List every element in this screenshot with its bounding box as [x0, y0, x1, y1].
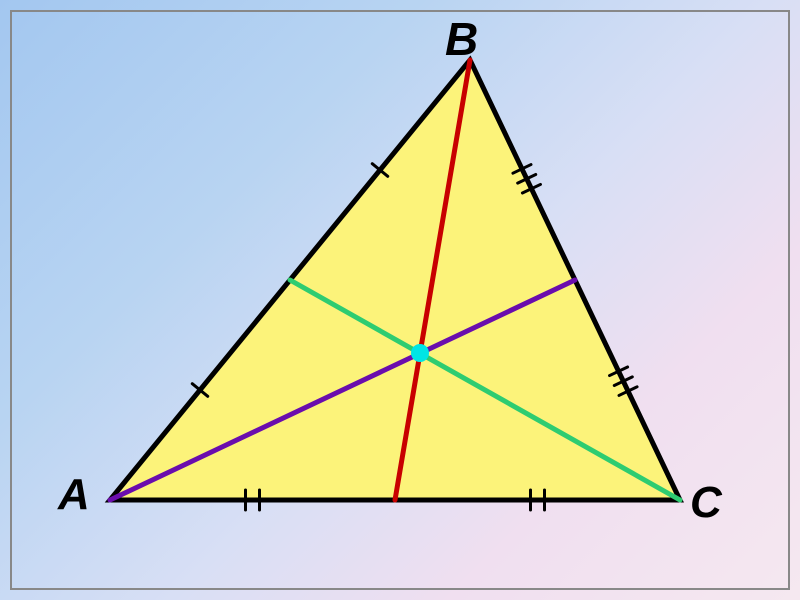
vertex-label-C: C	[690, 478, 722, 528]
vertex-label-B: B	[445, 12, 478, 66]
triangle-medians-diagram	[0, 0, 800, 600]
triangle-shape	[110, 60, 680, 500]
centroid-point	[411, 344, 429, 362]
vertex-label-A: A	[58, 470, 90, 520]
